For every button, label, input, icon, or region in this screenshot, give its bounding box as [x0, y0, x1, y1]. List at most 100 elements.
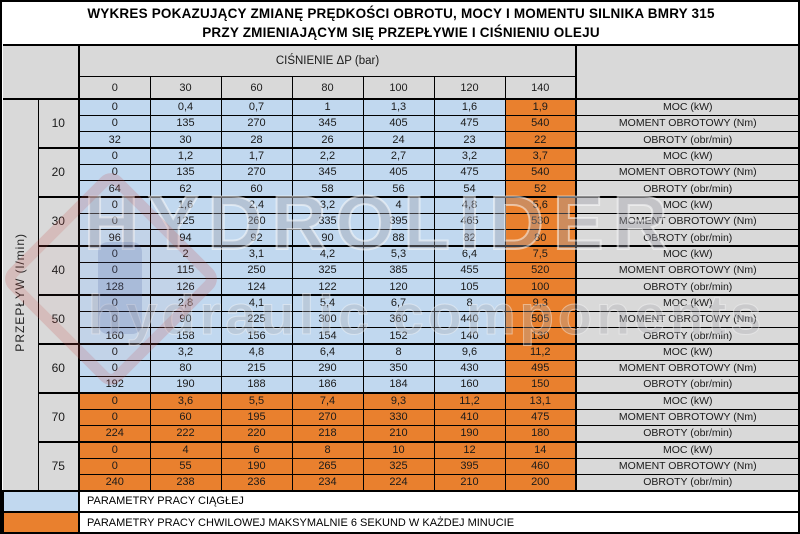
value-cell: 7,4 [291, 391, 364, 410]
data-rows: PRZEPŁYW (l/min) 10 0 0,4 0,7 1 1,3 1,6 1,9 MOC (… [3, 97, 798, 492]
table-row: 0 55 190 265 325 395 460 MOMENT OBROTOWY (Nm) [3, 457, 798, 476]
value-cell: 290 [291, 359, 364, 378]
value-cell: 222 [149, 425, 222, 443]
value-cell: 160 [433, 376, 506, 394]
parameter-label: MOMENT OBROTOWY (Nm) [574, 163, 798, 182]
parameter-label: MOC (kW) [574, 391, 798, 410]
table-row: 64 62 60 58 56 54 52 OBROTY (obr/min) [3, 180, 798, 198]
value-cell: 22 [504, 131, 577, 149]
parameter-label: OBROTY (obr/min) [574, 180, 798, 198]
value-cell: 0 [78, 293, 151, 312]
value-cell: 52 [504, 180, 577, 198]
value-cell: 265 [291, 457, 364, 476]
value-cell: 82 [433, 229, 506, 247]
value-cell: 0 [78, 440, 151, 459]
table-row: 40 0 2 3,1 4,2 5,3 6,4 7,5 MOC (kW) [3, 244, 798, 296]
table-row: 0 135 270 345 405 475 540 MOMENT OBROTOWY (Nm) [3, 114, 798, 133]
value-cell: 236 [220, 474, 293, 492]
value-cell: 150 [504, 376, 577, 394]
value-cell: 270 [220, 163, 293, 182]
table-row: 0 80 215 290 350 430 495 MOMENT OBROTOWY (Nm) [3, 359, 798, 378]
value-cell: 5,5 [220, 391, 293, 410]
value-cell: 90 [149, 310, 222, 329]
table-row: 20 0 1,2 1,7 2,2 2,7 3,2 3,7 MOC (kW) [3, 146, 798, 198]
value-cell: 6,4 [433, 244, 506, 263]
value-cell: 540 [504, 114, 577, 133]
flow-value: 30 [37, 195, 80, 247]
value-cell: 4,1 [220, 293, 293, 312]
value-cell: 1,7 [220, 146, 293, 165]
value-cell: 0 [78, 97, 151, 116]
value-cell: 5,4 [291, 293, 364, 312]
value-cell: 3,1 [220, 244, 293, 263]
value-cell: 8 [433, 293, 506, 312]
value-cell: 210 [433, 474, 506, 492]
table-row: 50 0 2,8 4,1 5,4 6,7 8 9,3 MOC (kW) [3, 293, 798, 345]
value-cell: 395 [433, 457, 506, 476]
value-cell: 460 [504, 457, 577, 476]
legend-rows: PARAMETRY PRACY CIĄGŁEJ PARAMETRY PRACY … [2, 489, 798, 532]
value-cell: 405 [362, 114, 435, 133]
value-cell: 4 [362, 195, 435, 214]
value-cell: 430 [433, 359, 506, 378]
table-row: 0 135 270 345 405 475 540 MOMENT OBROTOWY (Nm) [3, 163, 798, 182]
value-cell: 94 [149, 229, 222, 247]
table-row: 0 60 195 270 330 410 475 MOMENT OBROTOWY (Nm) [3, 408, 798, 427]
value-cell: 4,8 [433, 195, 506, 214]
corner-cell-left [3, 45, 80, 100]
parameter-label: OBROTY (obr/min) [574, 474, 798, 492]
value-cell: 12 [433, 440, 506, 459]
table-row: 60 0 3,2 4,8 6,4 8 9,6 11,2 MOC (kW) [3, 342, 798, 394]
value-cell: 0,7 [220, 97, 293, 116]
value-cell: 330 [362, 408, 435, 427]
value-cell: 455 [433, 261, 506, 280]
parameter-label: MOMENT OBROTOWY (Nm) [574, 212, 798, 231]
parameter-label: MOC (kW) [574, 146, 798, 165]
value-cell: 475 [504, 408, 577, 427]
value-cell: 7,5 [504, 244, 577, 263]
value-cell: 345 [291, 163, 364, 182]
table-row: 224 222 220 218 210 190 180 OBROTY (obr/min) [3, 425, 798, 443]
value-cell: 4,8 [220, 342, 293, 361]
value-cell: 180 [504, 425, 577, 443]
value-cell: 0 [78, 391, 151, 410]
pressure-column-header: 140 [504, 76, 577, 100]
value-cell: 11,2 [433, 391, 506, 410]
value-cell: 350 [362, 359, 435, 378]
value-cell: 218 [291, 425, 364, 443]
value-cell: 530 [504, 212, 577, 231]
title-row: WYKRES POKAZUJĄCY ZMIANĘ PRĘDKOŚCI OBROT… [3, 2, 798, 46]
value-cell: 80 [149, 359, 222, 378]
parameter-label: MOMENT OBROTOWY (Nm) [574, 114, 798, 133]
value-cell: 0 [78, 146, 151, 165]
table-row: 240 238 236 234 224 210 200 OBROTY (obr/min) [3, 474, 798, 492]
value-cell: 190 [149, 376, 222, 394]
value-cell: 55 [149, 457, 222, 476]
value-cell: 0 [78, 212, 151, 231]
value-cell: 160 [78, 327, 151, 345]
value-cell: 345 [291, 114, 364, 133]
value-cell: 1 [291, 97, 364, 116]
value-cell: 188 [220, 376, 293, 394]
flow-axis-label: PRZEPŁYW (l/min) [13, 233, 28, 352]
value-cell: 224 [78, 425, 151, 443]
pressure-column-header: 30 [149, 76, 222, 100]
value-cell: 270 [291, 408, 364, 427]
value-cell: 4 [149, 440, 222, 459]
value-cell: 8 [291, 440, 364, 459]
parameter-label: MOMENT OBROTOWY (Nm) [574, 261, 798, 280]
value-cell: 385 [362, 261, 435, 280]
value-cell: 465 [433, 212, 506, 231]
parameter-label: MOC (kW) [574, 244, 798, 263]
value-cell: 60 [149, 408, 222, 427]
value-cell: 270 [220, 114, 293, 133]
value-cell: 238 [149, 474, 222, 492]
parameter-label: MOMENT OBROTOWY (Nm) [574, 408, 798, 427]
value-cell: 220 [220, 425, 293, 443]
legend-swatch-continuous [2, 489, 80, 513]
value-cell: 540 [504, 163, 577, 182]
value-cell: 0 [78, 195, 151, 214]
value-cell: 115 [149, 261, 222, 280]
value-cell: 2,2 [291, 146, 364, 165]
